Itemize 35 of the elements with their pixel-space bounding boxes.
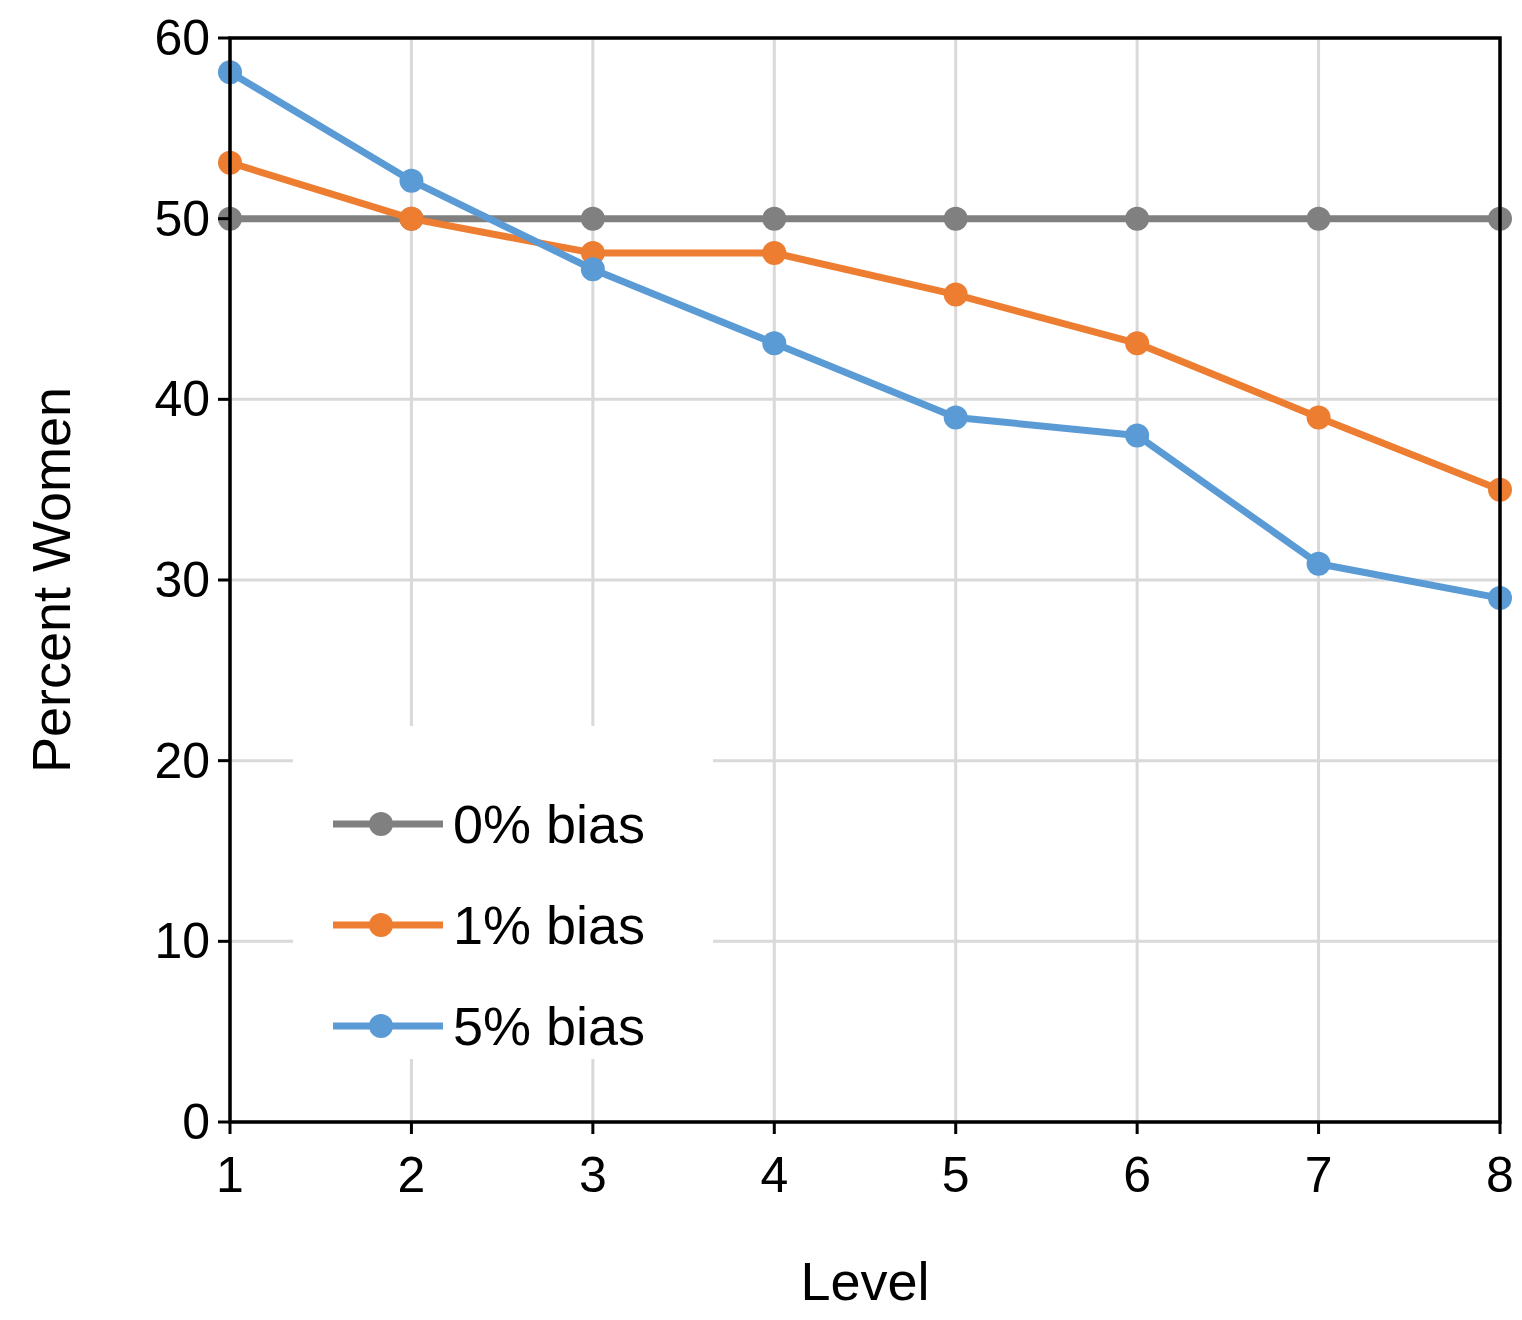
x-tick-label: 4 — [760, 1147, 789, 1203]
point — [762, 206, 787, 231]
point — [1125, 331, 1150, 356]
point — [1125, 423, 1150, 448]
x-tick-label: 3 — [578, 1147, 607, 1203]
y-tick-label: 50 — [154, 190, 210, 247]
point — [1306, 405, 1331, 430]
y-tick-label: 10 — [154, 913, 210, 970]
x-axis-title: Level — [800, 1251, 930, 1311]
point — [943, 282, 968, 307]
x-tick-label: 1 — [216, 1147, 244, 1203]
legend-label: 5% bias — [453, 996, 646, 1056]
point — [1306, 206, 1331, 231]
legend-label: 0% bias — [453, 794, 646, 854]
y-tick-label: 40 — [154, 371, 210, 428]
x-tick-label: 8 — [1486, 1147, 1514, 1203]
point — [762, 240, 787, 265]
point — [1125, 206, 1150, 231]
legend-label: 1% bias — [453, 895, 646, 955]
point — [580, 206, 605, 231]
y-tick-label: 60 — [154, 10, 210, 66]
point — [399, 168, 424, 193]
x-tick-label: 5 — [941, 1147, 970, 1203]
y-tick-label: 20 — [154, 732, 210, 789]
point — [762, 331, 787, 356]
point — [580, 257, 605, 282]
point — [1306, 551, 1331, 576]
x-tick-label: 2 — [397, 1147, 426, 1203]
x-tick-label: 7 — [1304, 1147, 1333, 1203]
x-tick-label: 6 — [1123, 1147, 1152, 1203]
y-tick-label: 30 — [154, 552, 210, 608]
y-axis-title: Percent Women — [21, 386, 81, 774]
point — [943, 405, 968, 430]
point — [943, 206, 968, 231]
y-tick-label: 0 — [182, 1094, 210, 1150]
